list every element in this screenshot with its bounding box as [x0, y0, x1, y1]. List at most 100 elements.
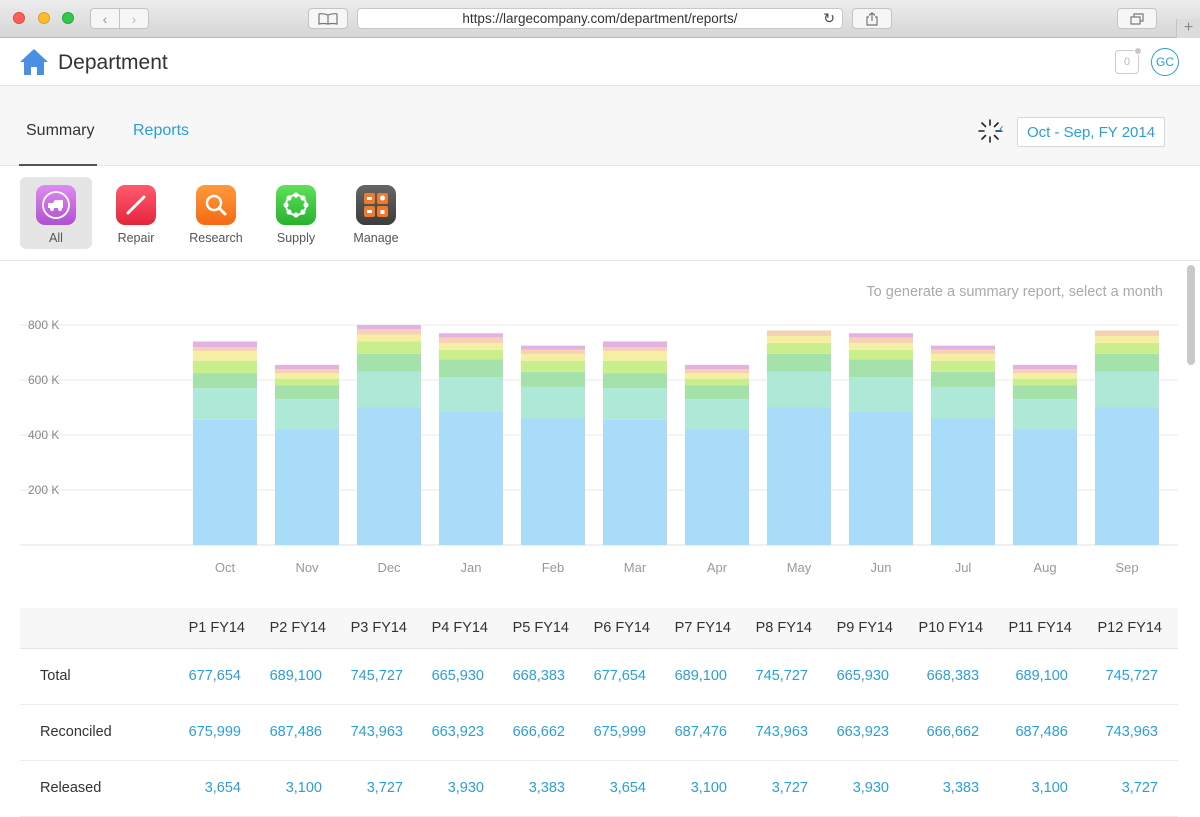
- table-cell-value[interactable]: 3,930: [423, 760, 504, 817]
- period-selector[interactable]: Oct - Sep, FY 2014: [1017, 117, 1165, 147]
- table-cell-value[interactable]: 668,383: [909, 648, 1000, 705]
- summary-hint: To generate a summary report, select a m…: [866, 284, 1163, 300]
- x-tick-label: May: [787, 560, 812, 575]
- table-cell-value[interactable]: 663,923: [423, 704, 504, 761]
- table-cell-value[interactable]: 675,999: [585, 704, 666, 761]
- x-tick-label: Feb: [542, 560, 564, 575]
- table-cell-value[interactable]: 3,100: [666, 760, 747, 817]
- table-cell-value[interactable]: 3,930: [828, 760, 909, 817]
- table-cell-value[interactable]: 687,476: [666, 704, 747, 761]
- table-cell-value[interactable]: 745,727: [1087, 648, 1178, 705]
- minimize-window-button[interactable]: [38, 12, 50, 24]
- category-repair[interactable]: Repair: [100, 177, 172, 249]
- bookmarks-button[interactable]: [308, 8, 348, 29]
- table-cell-value[interactable]: 687,486: [999, 704, 1088, 761]
- bar-segment: [1013, 364, 1077, 369]
- active-tab-indicator: [19, 164, 97, 166]
- table-cell-value[interactable]: 677,654: [180, 648, 261, 705]
- bar-segment: [1013, 429, 1077, 545]
- table-cell-value[interactable]: 745,727: [747, 648, 828, 705]
- table-cell-value[interactable]: 3,654: [180, 760, 261, 817]
- category-strip: All Repair Research Supply Manage: [0, 166, 1200, 261]
- table-cell-value[interactable]: 677,654: [585, 648, 666, 705]
- table-cell-value[interactable]: 3,654: [585, 760, 666, 817]
- table-cell-value[interactable]: 668,383: [504, 648, 585, 705]
- table-cell-value[interactable]: 3,727: [747, 760, 828, 817]
- table-cell-value[interactable]: 665,930: [828, 648, 909, 705]
- table-cell-value[interactable]: 665,930: [423, 648, 504, 705]
- category-label: Research: [189, 231, 243, 245]
- bar-segment: [685, 378, 749, 386]
- table-cell-value[interactable]: 3,100: [999, 760, 1088, 817]
- column-header: P10 FY14: [909, 608, 1000, 649]
- home-icon[interactable]: [19, 48, 49, 76]
- tab-summary[interactable]: Summary: [26, 122, 95, 139]
- reload-icon[interactable]: ↻: [823, 10, 835, 26]
- avatar[interactable]: GC: [1151, 48, 1179, 76]
- column-header: P11 FY14: [999, 608, 1088, 649]
- zoom-window-button[interactable]: [62, 12, 74, 24]
- share-button[interactable]: [852, 8, 892, 29]
- column-header: P6 FY14: [585, 608, 666, 649]
- bar-segment: [767, 371, 831, 408]
- bar-segment: [1013, 373, 1077, 379]
- close-window-button[interactable]: [13, 12, 25, 24]
- bar-segment: [193, 360, 257, 374]
- bar-segment: [275, 369, 339, 374]
- column-header: P9 FY14: [828, 608, 909, 649]
- bar-segment: [849, 411, 913, 545]
- x-tick-label: Jan: [461, 560, 482, 575]
- x-tick-label: Apr: [707, 560, 728, 575]
- table-cell-value[interactable]: 3,383: [909, 760, 1000, 817]
- bar-segment: [521, 349, 585, 354]
- new-tab-button[interactable]: +: [1176, 19, 1200, 38]
- category-supply[interactable]: Supply: [260, 177, 332, 249]
- bar-segment: [685, 385, 749, 400]
- book-icon: [318, 12, 338, 25]
- table-cell-value[interactable]: 689,100: [999, 648, 1088, 705]
- bar-segment: [357, 353, 421, 372]
- forward-button[interactable]: ›: [119, 8, 149, 29]
- table-cell-value[interactable]: 3,727: [342, 760, 423, 817]
- table-cell-value[interactable]: 743,963: [342, 704, 423, 761]
- x-tick-label: Jun: [871, 560, 892, 575]
- period-prev-button[interactable]: ‹: [999, 120, 1004, 137]
- scrollbar[interactable]: [1187, 265, 1195, 365]
- bar-segment: [439, 342, 503, 350]
- wrench-icon: [116, 185, 156, 225]
- table-cell-value[interactable]: 3,727: [1087, 760, 1178, 817]
- table-cell-value[interactable]: 666,662: [909, 704, 1000, 761]
- table-cell-value[interactable]: 3,100: [261, 760, 342, 817]
- table-cell-value[interactable]: 743,963: [747, 704, 828, 761]
- table-cell-value[interactable]: 745,727: [342, 648, 423, 705]
- show-tabs-button[interactable]: [1117, 8, 1157, 29]
- notifications-button[interactable]: 0: [1115, 47, 1142, 74]
- table-cell-value[interactable]: 689,100: [261, 648, 342, 705]
- x-tick-label: Jul: [955, 560, 972, 575]
- bar-segment: [849, 359, 913, 378]
- bar-segment: [193, 419, 257, 545]
- bar-segment: [685, 373, 749, 379]
- table-cell-value[interactable]: 3,383: [504, 760, 585, 817]
- period-table: P1 FY14 P2 FY14 P3 FY14 P4 FY14 P5 FY14 …: [20, 608, 1178, 817]
- bar-segment: [1013, 369, 1077, 374]
- bar-segment: [521, 371, 585, 387]
- table-row: Total 677,654 689,100 745,727 665,930 668,383…: [20, 648, 1178, 705]
- category-research[interactable]: Research: [180, 177, 252, 249]
- category-label: Repair: [117, 231, 155, 245]
- table-cell-value[interactable]: 663,923: [828, 704, 909, 761]
- tab-reports[interactable]: Reports: [133, 122, 190, 139]
- table-cell-value[interactable]: 743,963: [1087, 704, 1178, 761]
- bar-segment: [521, 418, 585, 545]
- table-cell-value[interactable]: 675,999: [180, 704, 261, 761]
- table-cell-value[interactable]: 687,486: [261, 704, 342, 761]
- table-cell-value[interactable]: 666,662: [504, 704, 585, 761]
- address-bar[interactable]: https://largecompany.com/department/repo…: [357, 8, 843, 29]
- category-all[interactable]: All: [20, 177, 92, 249]
- back-button[interactable]: ‹: [90, 8, 120, 29]
- bar-segment: [275, 373, 339, 379]
- table-cell-value[interactable]: 689,100: [666, 648, 747, 705]
- category-label: All: [49, 231, 63, 245]
- bar-segment: [275, 429, 339, 545]
- category-manage[interactable]: Manage: [340, 177, 412, 249]
